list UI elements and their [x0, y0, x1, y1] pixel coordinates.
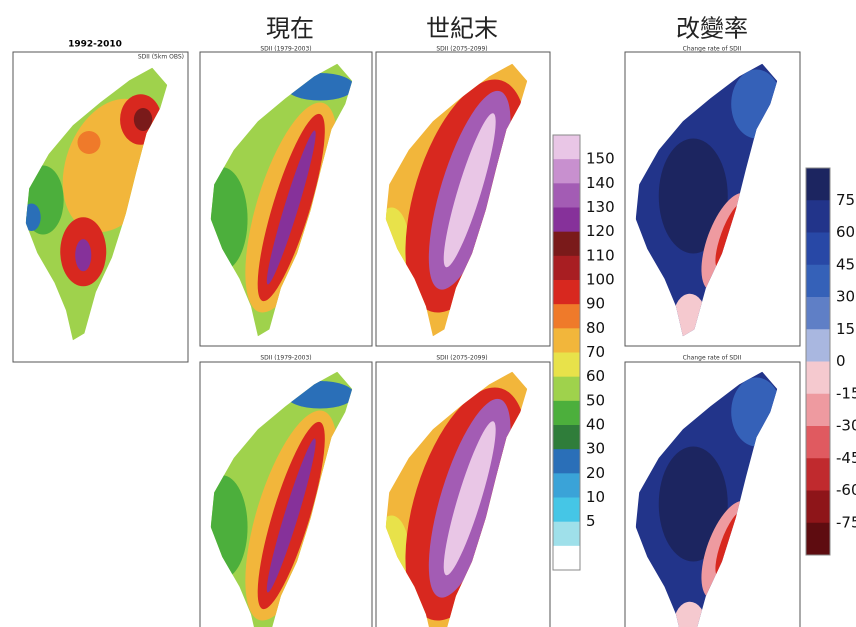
figure: 現在 世紀末 改變率 1992-2010 SDII (5km OBS) SDII…: [0, 0, 856, 627]
colorbar-segment: [553, 522, 580, 547]
colorbar-label: 30: [586, 440, 605, 458]
colorbar-label: 75: [836, 191, 855, 209]
panel-title: SDII (5km OBS): [138, 54, 184, 61]
colorbar-label: 80: [586, 319, 605, 337]
colorbar-segment: [806, 394, 830, 427]
colorbar-label: 70: [586, 343, 605, 361]
colorbar-label: 150: [586, 150, 615, 168]
colorbar-label: 5: [586, 512, 596, 530]
colorbar-label: 50: [586, 391, 605, 409]
figure-canvas: 現在 世紀末 改變率 1992-2010 SDII (5km OBS) SDII…: [0, 0, 856, 627]
colorbar-segment: [806, 458, 830, 491]
colorbar-segment: [806, 523, 830, 556]
colorbar-segment: [553, 425, 580, 450]
colorbar-segment: [553, 498, 580, 523]
colorbar-label: 130: [586, 198, 615, 216]
colorbar-label: 120: [586, 222, 615, 240]
colorbar-label: -60: [836, 481, 856, 499]
colorbar-segment: [806, 233, 830, 266]
header: 改變率: [676, 15, 748, 43]
colorbar-label: 20: [586, 464, 605, 482]
colorbar-label: 90: [586, 295, 605, 313]
colorbar-segment: [806, 168, 830, 201]
colorbar-segment: [553, 208, 580, 233]
colorbar-segment: [553, 159, 580, 184]
colorbar-label: -45: [836, 449, 856, 467]
colorbar-segment: [806, 329, 830, 362]
colorbar-segment: [553, 473, 580, 498]
colorbar-label: 10: [586, 488, 605, 506]
colorbar-label: -15: [836, 384, 856, 402]
colorbar-label: 100: [586, 271, 615, 289]
colorbar-label: 30: [836, 288, 855, 306]
colorbar-segment: [553, 280, 580, 305]
colorbar-label: -30: [836, 417, 856, 435]
colorbar-segment: [553, 256, 580, 281]
colorbar-label: -75: [836, 513, 856, 531]
panel-title: Change rate of SDII: [683, 46, 742, 53]
colorbar-segment: [553, 328, 580, 353]
colorbar-segment: [806, 362, 830, 395]
colorbar-segment: [806, 200, 830, 233]
colorbar-segment: [553, 353, 580, 378]
colorbar-label: 45: [836, 255, 855, 273]
panel-title: SDII (1979-2003): [260, 355, 311, 362]
colorbar-segment: [553, 546, 580, 571]
panel-title: SDII (1979-2003): [260, 46, 311, 53]
colorbar-segment: [806, 491, 830, 524]
colorbar-label: 60: [586, 367, 605, 385]
header: 世紀末: [426, 15, 498, 43]
colorbar-segment: [806, 297, 830, 330]
colorbar-label: 40: [586, 416, 605, 434]
panel-title: SDII (2075-2099): [436, 355, 487, 362]
header: 1992-2010: [68, 40, 122, 50]
colorbar-segment: [553, 377, 580, 402]
colorbar-label: 140: [586, 174, 615, 192]
colorbar-segment: [806, 265, 830, 298]
colorbar-segment: [553, 135, 580, 160]
colorbar-label: 60: [836, 223, 855, 241]
colorbar-segment: [553, 304, 580, 329]
colorbar-segment: [553, 401, 580, 426]
panel-title: Change rate of SDII: [683, 355, 742, 362]
colorbar-segment: [553, 449, 580, 474]
colorbar-label: 110: [586, 246, 615, 264]
colorbar-segment: [553, 232, 580, 257]
header: 現在: [266, 15, 314, 43]
colorbar-segment: [553, 183, 580, 208]
colorbar-segment: [806, 426, 830, 459]
panel-title: SDII (2075-2099): [436, 46, 487, 53]
colorbar-label: 15: [836, 320, 855, 338]
colorbar-label: 0: [836, 352, 846, 370]
